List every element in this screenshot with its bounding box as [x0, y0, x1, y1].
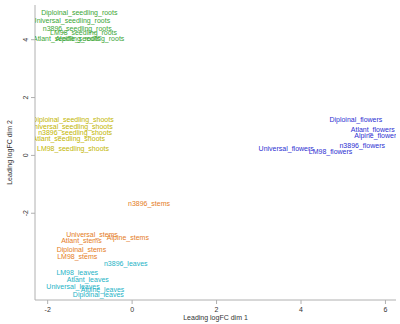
point-label: Universal_flowers	[259, 145, 315, 153]
point-label: LM98_seedling_shoots	[37, 145, 109, 153]
x-tick-label: -2	[45, 306, 51, 313]
point-label: Alpine_seedling_roots	[55, 35, 124, 43]
x-tick-label: 0	[130, 306, 134, 313]
point-label: n3896_stems	[128, 200, 171, 208]
x-tick	[216, 300, 217, 304]
point-label: Alpine_stems	[107, 234, 150, 242]
point-label: Atlant_seedling_shoots	[35, 135, 105, 143]
x-tick	[301, 300, 302, 304]
y-tick	[31, 213, 35, 214]
point-label: LM98_stems	[57, 253, 98, 261]
point-label: Diploinal_leaves	[73, 291, 124, 299]
y-tick-label: 0	[22, 153, 29, 157]
y-axis-label: Leading logFC dim 2	[6, 120, 14, 185]
y-tick	[31, 39, 35, 40]
point-label: Alpine_flowers	[354, 132, 396, 140]
marks: Diploinal_seedling_rootsUniversal_seedli…	[35, 9, 396, 299]
y-tick-label: -2	[22, 210, 29, 216]
x-tick	[132, 300, 133, 304]
y-tick	[31, 97, 35, 98]
x-tick-label: 6	[383, 306, 387, 313]
x-tick-label: 4	[299, 306, 303, 313]
y-tick	[31, 155, 35, 156]
x-tick	[385, 300, 386, 304]
point-label: Atlant_stems	[61, 237, 102, 245]
y-axis-line	[35, 5, 36, 300]
point-label: Diploinal_seedling_roots	[41, 9, 118, 17]
y-tick-label: 4	[22, 38, 29, 42]
x-axis-label: Leading logFC dim 1	[183, 314, 248, 322]
x-tick	[47, 300, 48, 304]
y-tick-label: 2	[22, 96, 29, 100]
chart: -2 0 2 4 6 -2 0 2 4 Leading logFC dim 1 Leading lo…	[0, 0, 400, 324]
x-axis-line	[35, 300, 396, 301]
point-label: Diploinal_flowers	[329, 116, 382, 124]
x-tick-label: 2	[215, 306, 219, 313]
point-label: LM98_flowers	[309, 148, 353, 156]
point-label: n3896_leaves	[104, 260, 148, 268]
